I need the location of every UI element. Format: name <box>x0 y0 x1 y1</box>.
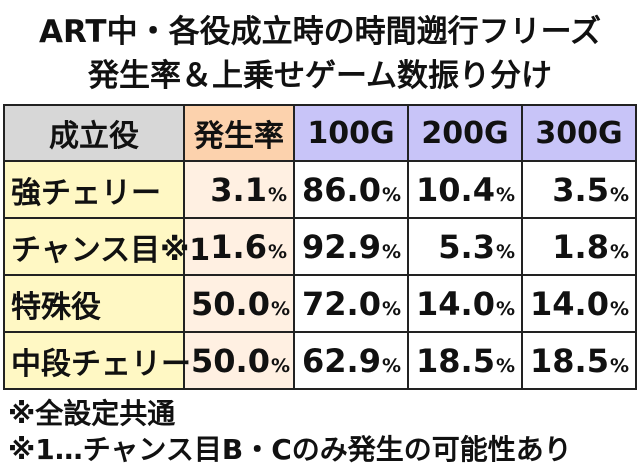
role-cell: 特殊役 <box>3 274 185 333</box>
rate-value: 3.1 <box>210 170 267 209</box>
g300-cell: 14.0% <box>521 274 637 333</box>
rate-value: 50.0 <box>191 284 270 323</box>
table-row: 強チェリー 3.1% 86.0% 10.4% 3.5% <box>3 160 637 219</box>
percent-sign: % <box>609 297 629 320</box>
role-cell: 中段チェリー <box>3 331 191 390</box>
role-cell: 強チェリー <box>3 160 185 219</box>
note-chance-eye: ※1…チャンス目B・Cのみ発生の可能性あり <box>8 433 572 466</box>
header-300g: 300G <box>521 104 637 162</box>
g100-cell: 86.0% <box>293 160 409 219</box>
table-row: 中段チェリー 50.0% 62.9% 18.5% 18.5% <box>3 331 637 390</box>
header-role: 成立役 <box>3 104 185 162</box>
percent-sign: % <box>495 297 515 320</box>
header-rate: 発生率 <box>183 104 295 162</box>
percent-sign: % <box>495 183 515 206</box>
rate-cell: 50.0% <box>183 331 295 390</box>
g200-cell: 14.0% <box>407 274 523 333</box>
g200-value: 14.0 <box>416 284 495 323</box>
role-cell: チャンス目※1 <box>3 217 210 276</box>
percent-sign: % <box>609 354 629 377</box>
g200-cell: 5.3% <box>407 217 523 276</box>
percent-sign: % <box>495 354 515 377</box>
g100-value: 72.0 <box>302 284 381 323</box>
header-100g: 100G <box>293 104 409 162</box>
percent-sign: % <box>495 240 515 263</box>
percent-sign: % <box>270 354 290 377</box>
title-line-1: ART中・各役成立時の時間遡行フリーズ <box>38 14 602 50</box>
distribution-table: 成立役 発生率 100G 200G 300G 強チェリー 3.1% 86.0% … <box>3 104 637 390</box>
percent-sign: % <box>267 240 287 263</box>
g100-value: 86.0 <box>302 170 381 209</box>
percent-sign: % <box>267 183 287 206</box>
header-200g: 200G <box>407 104 523 162</box>
g300-value: 3.5 <box>552 170 609 209</box>
percent-sign: % <box>381 297 401 320</box>
rate-value: 1.6 <box>210 227 267 266</box>
percent-sign: % <box>381 183 401 206</box>
g200-value: 18.5 <box>416 341 495 380</box>
rate-cell: 1.6% <box>183 217 295 276</box>
g100-cell: 62.9% <box>293 331 409 390</box>
note-all-settings: ※全設定共通 <box>8 397 176 430</box>
percent-sign: % <box>609 183 629 206</box>
g300-cell: 3.5% <box>521 160 637 219</box>
g300-cell: 18.5% <box>521 331 637 390</box>
g100-cell: 72.0% <box>293 274 409 333</box>
g100-value: 62.9 <box>302 341 381 380</box>
percent-sign: % <box>381 240 401 263</box>
rate-value: 50.0 <box>191 341 270 380</box>
percent-sign: % <box>381 354 401 377</box>
g300-value: 18.5 <box>530 341 609 380</box>
g100-value: 92.9 <box>302 227 381 266</box>
rate-cell: 3.1% <box>183 160 295 219</box>
g200-value: 10.4 <box>416 170 495 209</box>
g300-value: 14.0 <box>530 284 609 323</box>
g100-cell: 92.9% <box>293 217 409 276</box>
g200-value: 5.3 <box>438 227 495 266</box>
rate-cell: 50.0% <box>183 274 295 333</box>
g200-cell: 10.4% <box>407 160 523 219</box>
g200-cell: 18.5% <box>407 331 523 390</box>
percent-sign: % <box>609 240 629 263</box>
g300-value: 1.8 <box>552 227 609 266</box>
g300-cell: 1.8% <box>521 217 637 276</box>
table-row: 特殊役 50.0% 72.0% 14.0% 14.0% <box>3 274 637 333</box>
percent-sign: % <box>270 297 290 320</box>
title-line-2: 発生率＆上乗せゲーム数振り分け <box>87 58 553 94</box>
table-header-row: 成立役 発生率 100G 200G 300G <box>3 104 637 162</box>
table-row: チャンス目※1 1.6% 92.9% 5.3% 1.8% <box>3 217 637 276</box>
